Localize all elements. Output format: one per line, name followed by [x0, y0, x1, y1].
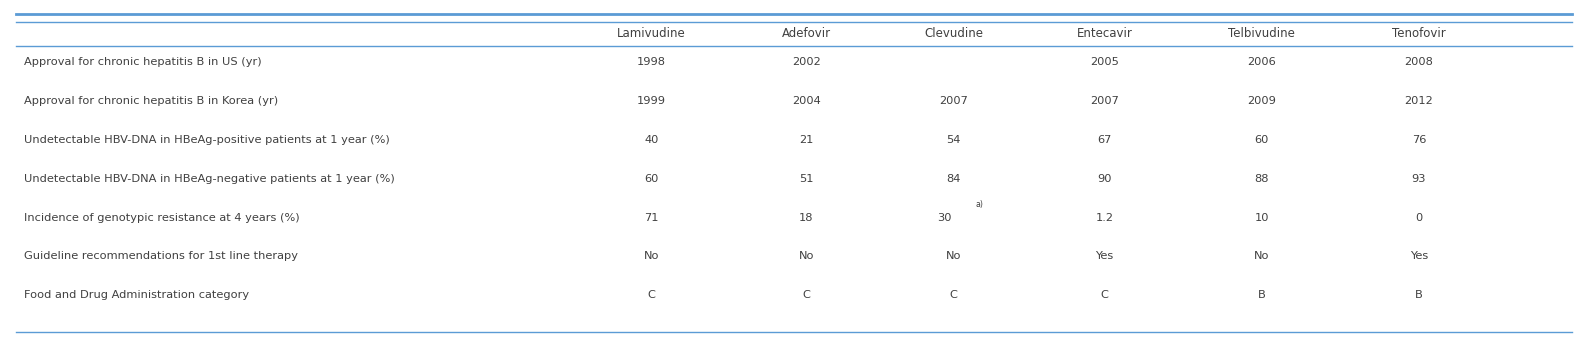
Text: 1.2: 1.2 [1096, 213, 1113, 223]
Text: 10: 10 [1255, 213, 1269, 223]
Text: 54: 54 [946, 135, 961, 145]
Text: No: No [946, 251, 961, 261]
Text: Yes: Yes [1096, 251, 1113, 261]
Text: C: C [648, 290, 656, 300]
Text: Telbivudine: Telbivudine [1228, 27, 1296, 40]
Text: Approval for chronic hepatitis B in US (yr): Approval for chronic hepatitis B in US (… [24, 57, 262, 67]
Text: 88: 88 [1255, 174, 1269, 184]
Text: 2012: 2012 [1404, 96, 1434, 106]
Text: 93: 93 [1412, 174, 1426, 184]
Text: 0: 0 [1415, 213, 1423, 223]
Text: Undetectable HBV-DNA in HBeAg-positive patients at 1 year (%): Undetectable HBV-DNA in HBeAg-positive p… [24, 135, 389, 145]
Text: 2008: 2008 [1404, 57, 1434, 67]
Text: 1999: 1999 [637, 96, 665, 106]
Text: 51: 51 [799, 174, 813, 184]
Text: C: C [802, 290, 810, 300]
Text: Tenofovir: Tenofovir [1393, 27, 1445, 40]
Text: 40: 40 [645, 135, 659, 145]
Text: Clevudine: Clevudine [924, 27, 983, 40]
Text: No: No [1255, 251, 1269, 261]
Text: 2009: 2009 [1247, 96, 1277, 106]
Text: 76: 76 [1412, 135, 1426, 145]
Text: 60: 60 [1255, 135, 1269, 145]
Text: Undetectable HBV-DNA in HBeAg-negative patients at 1 year (%): Undetectable HBV-DNA in HBeAg-negative p… [24, 174, 394, 184]
Text: Guideline recommendations for 1st line therapy: Guideline recommendations for 1st line t… [24, 251, 297, 261]
Text: 2006: 2006 [1247, 57, 1277, 67]
Text: Yes: Yes [1410, 251, 1428, 261]
Text: 71: 71 [645, 213, 659, 223]
Text: 2007: 2007 [1089, 96, 1120, 106]
Text: Incidence of genotypic resistance at 4 years (%): Incidence of genotypic resistance at 4 y… [24, 213, 299, 223]
Text: a): a) [975, 200, 983, 208]
Text: C: C [950, 290, 958, 300]
Text: Adefovir: Adefovir [781, 27, 831, 40]
Text: Food and Drug Administration category: Food and Drug Administration category [24, 290, 249, 300]
Text: No: No [799, 251, 815, 261]
Text: 21: 21 [799, 135, 813, 145]
Text: 2005: 2005 [1089, 57, 1120, 67]
Text: 2002: 2002 [792, 57, 821, 67]
Text: C: C [1100, 290, 1108, 300]
Text: 2004: 2004 [792, 96, 821, 106]
Text: 84: 84 [946, 174, 961, 184]
Text: Lamivudine: Lamivudine [618, 27, 686, 40]
Text: 90: 90 [1097, 174, 1112, 184]
Text: 30: 30 [937, 213, 951, 223]
Text: 67: 67 [1097, 135, 1112, 145]
Text: 1998: 1998 [637, 57, 665, 67]
Text: Approval for chronic hepatitis B in Korea (yr): Approval for chronic hepatitis B in Kore… [24, 96, 278, 106]
Text: 2007: 2007 [939, 96, 969, 106]
Text: 60: 60 [645, 174, 659, 184]
Text: B: B [1415, 290, 1423, 300]
Text: No: No [643, 251, 659, 261]
Text: Entecavir: Entecavir [1077, 27, 1132, 40]
Text: B: B [1258, 290, 1266, 300]
Text: 18: 18 [799, 213, 813, 223]
